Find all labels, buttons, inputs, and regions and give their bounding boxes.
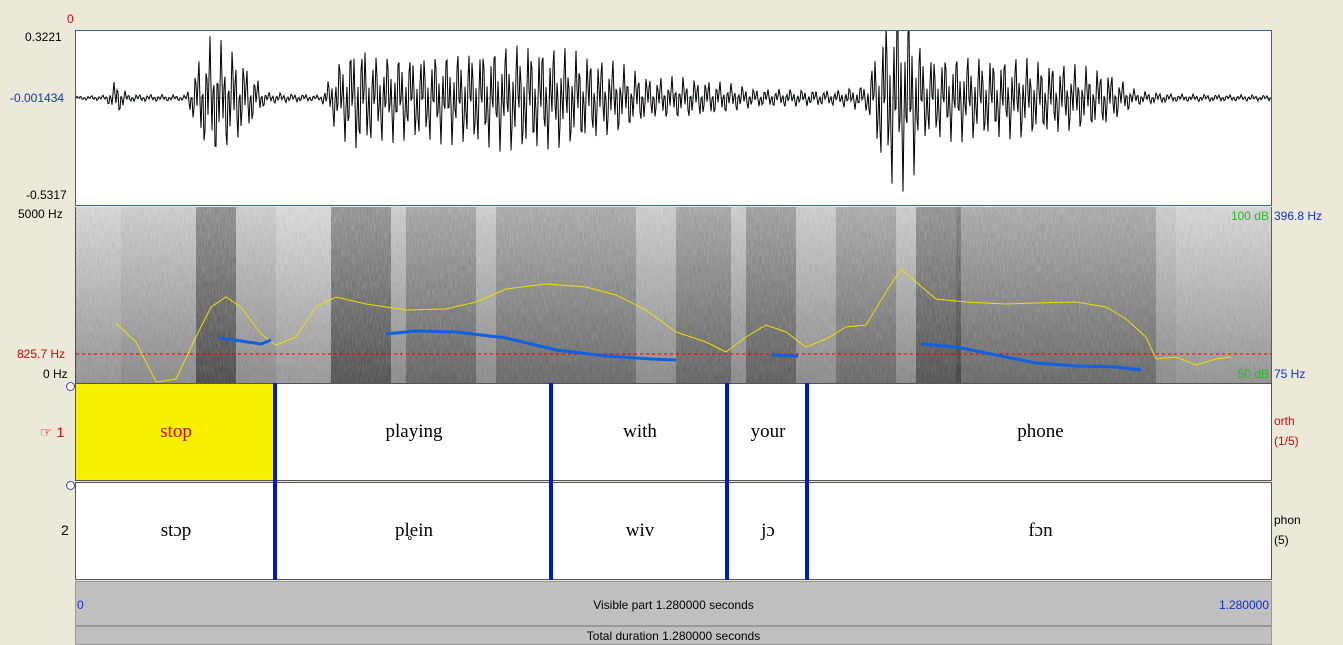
cursor-time-label: 0 xyxy=(67,12,74,26)
waveform-trace xyxy=(76,31,1271,192)
tier-2-circle[interactable] xyxy=(66,481,75,490)
spectrogram-panel[interactable]: 100 dB 50 dB xyxy=(75,207,1272,383)
total-duration-bar[interactable]: Total duration 1.280000 seconds xyxy=(75,626,1272,645)
interval-stop[interactable]: stop xyxy=(76,384,276,480)
interval-with[interactable]: with xyxy=(623,421,657,442)
boundary-3[interactable] xyxy=(725,383,729,580)
waveform-max-label: 0.3221 xyxy=(25,30,62,44)
boundary-2[interactable] xyxy=(549,383,553,580)
interval-with-phon[interactable]: wiv xyxy=(625,520,655,541)
boundary-1[interactable] xyxy=(273,383,277,580)
spectrogram-plot xyxy=(76,207,1271,383)
waveform-zero-label: -0.001434 xyxy=(10,91,65,105)
tier-2-name: phon xyxy=(1274,513,1301,527)
tier-2-count: (5) xyxy=(1274,533,1289,547)
db-bottom-label: 50 dB xyxy=(1237,367,1269,381)
visible-end-time: 1.280000 xyxy=(1218,598,1269,612)
pitch-bottom-label: 75 Hz xyxy=(1274,367,1306,381)
tier-1-circle[interactable] xyxy=(66,382,75,391)
interval-your[interactable]: your xyxy=(750,421,786,442)
visible-start-time: 0 xyxy=(77,598,84,612)
interval-phone-phon[interactable]: fɔn xyxy=(1028,520,1053,541)
boundary-4[interactable] xyxy=(805,383,809,580)
tier-2-number: 2 xyxy=(61,522,69,538)
cursor-vertical-line xyxy=(75,207,77,383)
interval-playing[interactable]: playing xyxy=(385,421,443,442)
visible-part-bar[interactable]: 0 Visible part 1.280000 seconds 1.280000 xyxy=(75,581,1272,626)
tier-orth[interactable]: stop playing with your phone xyxy=(75,383,1272,481)
cursor-freq-label: 825.7 Hz xyxy=(17,347,66,361)
interval-phone[interactable]: phone xyxy=(1017,421,1064,442)
tier-1-pointer: ☞ 1 xyxy=(40,424,65,440)
total-duration-label: Total duration 1.280000 seconds xyxy=(586,629,761,643)
interval-playing-phon[interactable]: pl̥ein xyxy=(395,520,433,541)
spectrogram-top-freq: 5000 Hz xyxy=(18,207,63,221)
visible-part-label: Visible part 1.280000 seconds xyxy=(593,598,754,612)
interval-your-phon[interactable]: jɔ xyxy=(761,520,775,541)
intensity-curve xyxy=(115,268,1232,383)
tier-1-count: (1/5) xyxy=(1274,434,1299,448)
tier-1-name: orth xyxy=(1274,414,1295,428)
pitch-top-label: 396.8 Hz xyxy=(1274,209,1323,223)
waveform-min-label: -0.5317 xyxy=(26,188,67,202)
waveform-panel[interactable] xyxy=(75,30,1272,206)
interval-stop-phon[interactable]: stɔp xyxy=(160,520,192,541)
db-top-label: 100 dB xyxy=(1230,209,1269,223)
waveform-plot xyxy=(76,31,1271,192)
pitch-contour xyxy=(218,329,1142,372)
spectrogram-bottom-freq: 0 Hz xyxy=(43,367,68,381)
tier-phon[interactable]: stɔp pl̥ein wiv jɔ fɔn xyxy=(75,482,1272,580)
